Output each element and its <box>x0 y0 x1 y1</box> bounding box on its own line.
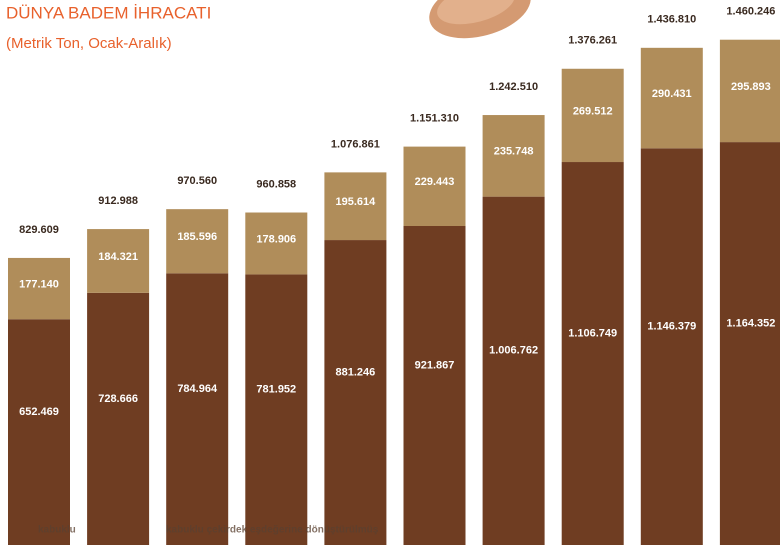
bar-segment <box>561 68 624 163</box>
segment-label: 178.906 <box>256 233 296 245</box>
bar-segment <box>482 115 545 197</box>
segment-label: 921.867 <box>415 359 455 371</box>
total-label: 970.560 <box>177 175 217 187</box>
bar-segment <box>245 212 308 275</box>
bar-segment <box>166 273 229 545</box>
total-label: 1.376.261 <box>568 35 617 47</box>
total-label: 829.609 <box>19 224 59 236</box>
bars <box>8 39 780 545</box>
segment-label: 235.748 <box>494 146 534 158</box>
almond-highlight <box>437 0 515 25</box>
segment-label: 177.140 <box>19 278 59 290</box>
bar-segment <box>324 172 387 241</box>
segment-label: 184.321 <box>98 251 138 263</box>
total-label: 1.076.861 <box>331 138 380 150</box>
bar-segment <box>245 274 308 545</box>
segment-label: 229.443 <box>415 176 455 188</box>
bar-segment <box>640 47 703 149</box>
bar-segment <box>403 146 466 227</box>
bar-segment <box>87 292 150 545</box>
segment-label: 728.666 <box>98 393 138 405</box>
segment-label: 784.964 <box>177 383 218 395</box>
legend-entry: kabuklu çekirdek eşdeğerine dönüştürülmü… <box>166 525 379 536</box>
chart-subtitle: (Metrik Ton, Ocak-Aralık) <box>6 35 172 52</box>
segment-label: 290.431 <box>652 88 692 100</box>
bar-segment <box>640 148 703 545</box>
bar-segment <box>482 196 545 545</box>
segment-label: 652.469 <box>19 406 59 418</box>
segment-label: 269.512 <box>573 105 613 117</box>
segment-label: 881.246 <box>336 366 376 378</box>
bar-segment <box>403 226 466 545</box>
bar-segment <box>8 257 70 320</box>
total-label: 1.151.310 <box>410 113 459 125</box>
segment-label: 195.614 <box>336 196 377 208</box>
segment-label: 1.164.352 <box>726 317 775 329</box>
bar-segment <box>324 240 387 545</box>
segment-label: 1.146.379 <box>647 321 696 333</box>
segment-label: 185.596 <box>177 231 217 243</box>
bar-segment <box>8 319 70 545</box>
total-label: 960.858 <box>256 178 296 190</box>
chart-title: DÜNYA BADEM İHRACATI <box>6 3 211 22</box>
bar-segment <box>719 39 780 143</box>
bar-segment <box>719 142 780 545</box>
legend-entry: kabuklu <box>38 525 76 536</box>
bar-segment <box>561 162 624 545</box>
total-label: 1.436.810 <box>647 14 696 26</box>
total-label: 1.460.246 <box>726 6 775 18</box>
segment-label: 781.952 <box>256 384 296 396</box>
total-label: 1.242.510 <box>489 81 538 93</box>
bar-segment <box>87 229 150 293</box>
segment-label: 295.893 <box>731 81 771 93</box>
segment-label: 1.106.749 <box>568 327 617 339</box>
bar-segment <box>166 209 229 274</box>
segment-label: 1.006.762 <box>489 345 538 357</box>
total-label: 912.988 <box>98 195 138 207</box>
